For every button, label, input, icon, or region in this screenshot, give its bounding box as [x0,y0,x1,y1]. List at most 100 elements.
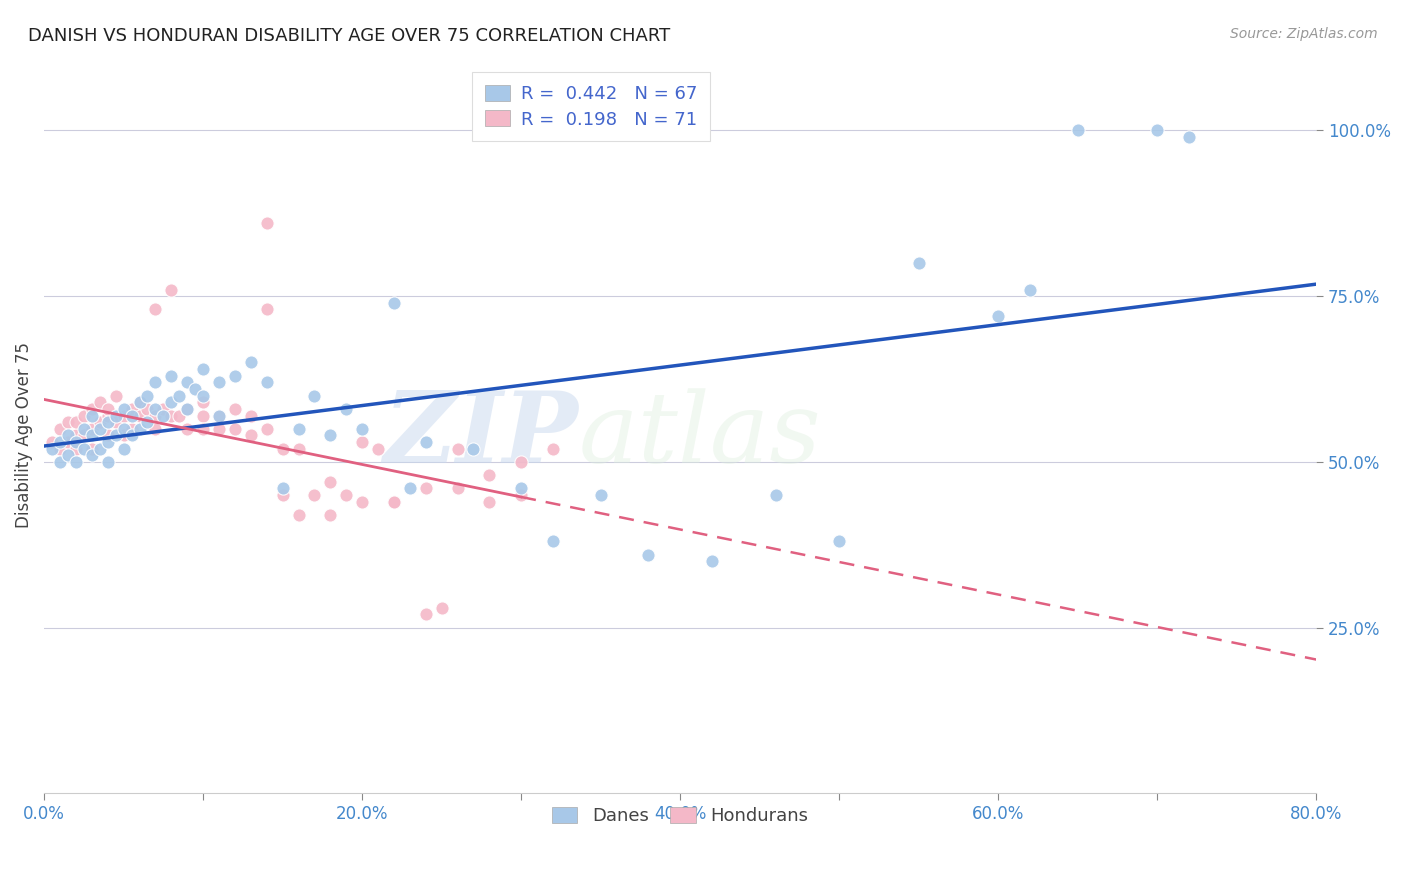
Point [335,488,357,502]
Point [145,376,167,390]
Point [398,482,420,496]
Point [136,415,159,429]
Point [287,442,309,456]
Point [319,475,342,489]
Legend: Danes, Hondurans: Danes, Hondurans [543,798,817,834]
Point [49,455,72,469]
Point [256,302,278,317]
Point [73,422,96,436]
Point [73,428,96,442]
Point [145,401,167,416]
Point [176,401,198,416]
Point [176,422,198,436]
Point [65,428,87,442]
Point [208,409,231,423]
Point [352,494,374,508]
Point [191,395,214,409]
Point [239,428,262,442]
Point [104,389,127,403]
Point [478,494,501,508]
Point [97,428,120,442]
Point [41,442,63,456]
Point [191,422,214,436]
Point [446,482,468,496]
Point [637,548,659,562]
Point [589,488,612,502]
Point [224,368,246,383]
Point [80,448,103,462]
Point [176,376,198,390]
Point [319,428,342,442]
Point [80,428,103,442]
Point [191,389,214,403]
Point [56,448,79,462]
Point [128,395,150,409]
Point [145,422,167,436]
Point [415,435,437,450]
Point [224,401,246,416]
Point [145,302,167,317]
Point [191,362,214,376]
Point [112,409,135,423]
Point [335,401,357,416]
Point [287,422,309,436]
Point [510,455,533,469]
Point [73,409,96,423]
Point [89,415,111,429]
Point [104,428,127,442]
Point [160,368,183,383]
Point [136,389,159,403]
Point [430,600,453,615]
Point [112,401,135,416]
Point [97,435,120,450]
Point [700,554,723,568]
Point [80,442,103,456]
Point [907,256,929,270]
Point [89,442,111,456]
Point [49,442,72,456]
Point [41,435,63,450]
Point [104,409,127,423]
Point [65,455,87,469]
Point [121,401,143,416]
Point [56,435,79,450]
Point [56,428,79,442]
Point [510,488,533,502]
Point [56,415,79,429]
Text: DANISH VS HONDURAN DISABILITY AGE OVER 75 CORRELATION CHART: DANISH VS HONDURAN DISABILITY AGE OVER 7… [28,27,671,45]
Point [463,442,485,456]
Point [128,422,150,436]
Point [415,607,437,622]
Point [97,409,120,423]
Point [121,422,143,436]
Text: Source: ZipAtlas.com: Source: ZipAtlas.com [1230,27,1378,41]
Point [382,494,405,508]
Text: ZIP: ZIP [384,387,578,483]
Point [239,355,262,369]
Point [49,435,72,450]
Point [304,389,326,403]
Point [208,376,231,390]
Point [97,415,120,429]
Point [271,482,294,496]
Point [169,409,191,423]
Point [352,422,374,436]
Point [541,534,564,549]
Point [256,376,278,390]
Point [152,401,174,416]
Point [287,508,309,522]
Point [121,409,143,423]
Text: atlas: atlas [578,388,821,483]
Point [478,468,501,483]
Point [65,435,87,450]
Point [128,409,150,423]
Point [160,395,183,409]
Point [446,442,468,456]
Point [239,409,262,423]
Point [352,435,374,450]
Point [80,401,103,416]
Point [97,455,120,469]
Point [136,401,159,416]
Point [160,283,183,297]
Point [176,401,198,416]
